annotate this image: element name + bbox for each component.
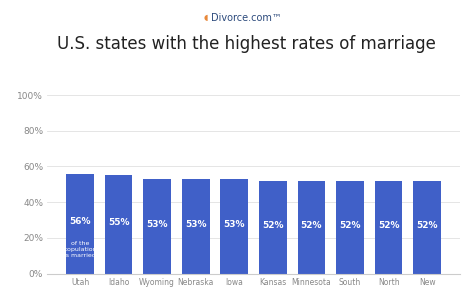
Bar: [374, 181, 402, 274]
Text: 52%: 52%: [339, 221, 361, 230]
Text: 52%: 52%: [262, 221, 283, 230]
Bar: [336, 181, 364, 274]
Bar: [298, 181, 325, 274]
Text: U.S. states with the highest rates of marriage: U.S. states with the highest rates of ma…: [57, 35, 436, 53]
Bar: [182, 179, 210, 274]
Text: 53%: 53%: [224, 220, 245, 229]
Text: of the
population
is married: of the population is married: [63, 241, 97, 258]
Bar: [66, 174, 94, 274]
Text: 53%: 53%: [146, 220, 168, 229]
Bar: [413, 181, 441, 274]
Text: Divorce.com™: Divorce.com™: [211, 13, 282, 23]
Bar: [105, 175, 133, 274]
Text: 52%: 52%: [416, 221, 438, 230]
Text: 56%: 56%: [69, 217, 91, 226]
Bar: [143, 179, 171, 274]
Text: ◖: ◖: [204, 13, 209, 22]
Text: 53%: 53%: [185, 220, 207, 229]
Text: 52%: 52%: [301, 221, 322, 230]
Bar: [259, 181, 287, 274]
Text: 55%: 55%: [108, 218, 129, 227]
Bar: [220, 179, 248, 274]
Text: 52%: 52%: [378, 221, 399, 230]
